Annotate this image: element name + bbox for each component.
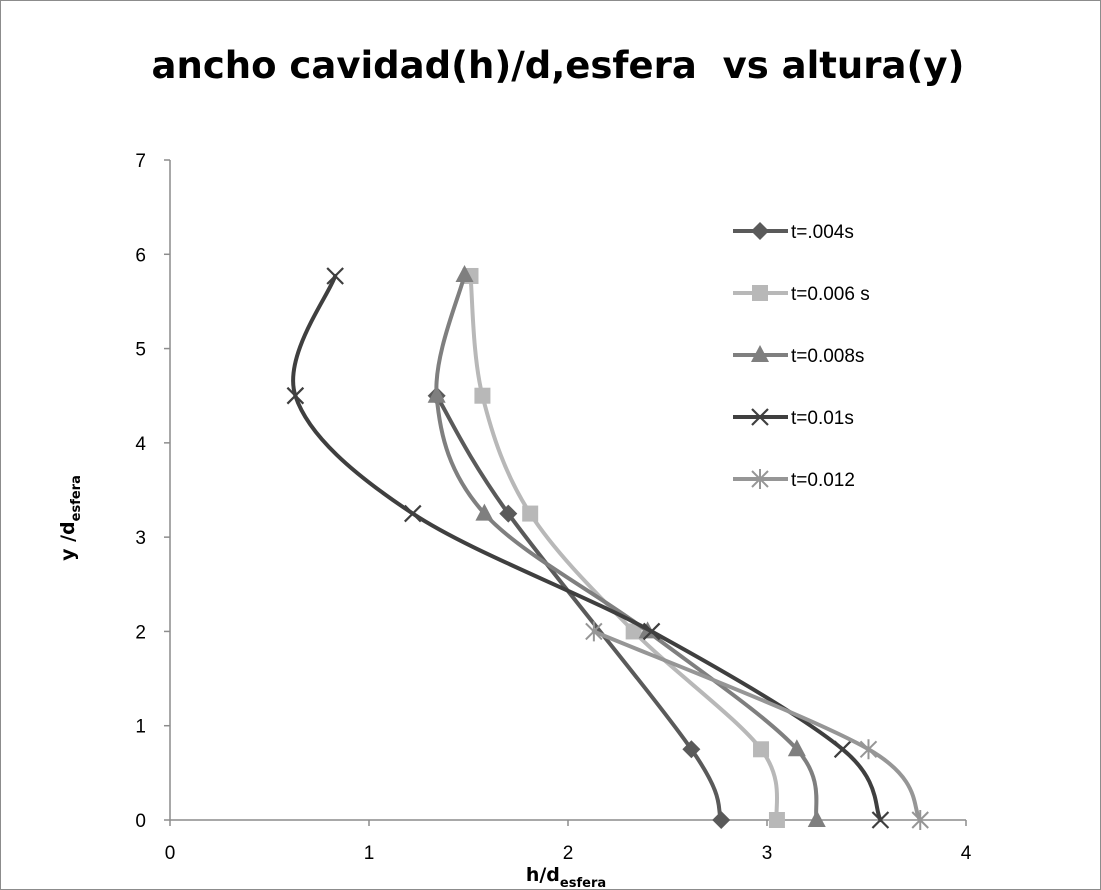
legend: t=.004s t=0.006 s t=0.008s t=0.01s t=0.012 [733,222,870,491]
data-point-triangle [807,810,826,827]
y-axis-title-sub: esfera [69,475,84,521]
legend-label: t=0.012 [791,470,855,491]
x-axis-title-main: h/d [526,864,560,886]
data-point-star [859,739,878,760]
series-line [434,393,724,822]
legend-swatch-marker [751,222,769,240]
data-point-square [753,741,770,758]
data-point-diamond [499,504,518,523]
legend-swatch-marker [752,285,768,301]
series-4 [286,267,890,829]
data-point-x [326,267,344,285]
legend-label: t=0.006 s [791,284,870,305]
legend-label: t=0.01s [791,408,854,429]
legend-swatch-marker [751,345,769,362]
legend-swatch-marker [751,408,769,426]
data-point-triangle [787,739,806,757]
x-tick-label: 1 [364,843,375,864]
data-point-triangle [475,503,494,521]
legend-item: t=0.008s [733,345,864,367]
legend-swatch-marker [751,469,769,489]
y-tick-label: 3 [135,528,146,549]
data-point-triangle [427,385,446,403]
legend-item: t=0.01s [733,408,854,429]
y-axis-title: y /desfera [57,475,84,561]
series-2 [462,267,785,828]
legend-label: t=.004s [791,222,854,243]
data-point-diamond [682,740,701,759]
y-tick-label: 2 [135,622,146,643]
series-1 [427,386,731,829]
y-tick-label: 0 [135,811,146,832]
data-point-x [404,504,422,523]
x-tick-label: 3 [762,843,773,864]
data-point-x [286,386,305,405]
chart-title: ancho cavidad(h)/d,esfera vs altura(y) [152,44,965,87]
data-point-x [833,740,852,759]
legend-label: t=0.008s [791,346,864,367]
x-tick-label: 0 [165,843,176,864]
series-layer [286,265,929,830]
x-tick-label: 2 [563,843,574,864]
series-line [468,273,780,822]
legend-item: t=0.012 [733,469,855,491]
y-tick-label: 4 [135,434,146,455]
data-point-x [871,811,890,829]
data-point-square [625,623,642,640]
data-point-star [585,621,603,642]
data-point-square [474,387,491,404]
data-point-square [768,812,785,828]
y-tick-label: 6 [135,245,146,266]
data-point-star [911,810,929,830]
y-tick-label: 1 [135,717,146,738]
data-point-triangle [455,265,474,283]
data-point-square [522,505,539,522]
x-tick-label: 4 [961,843,972,864]
data-point-diamond [712,811,731,829]
y-tick-label: 5 [135,340,146,361]
series-line [591,629,923,822]
legend-item: t=0.006 s [733,284,870,305]
y-tick-label: 7 [135,151,146,172]
series-5 [585,621,929,830]
data-point-x [642,622,661,641]
axes: 0 1 2 3 4 5 6 7 0 1 2 3 4 [135,151,971,864]
x-axis-title-sub: esfera [560,876,606,890]
x-axis-title: h/desfera [526,864,606,890]
y-axis-title-main: y /d [57,521,79,561]
legend-item: t=.004s [733,222,854,243]
